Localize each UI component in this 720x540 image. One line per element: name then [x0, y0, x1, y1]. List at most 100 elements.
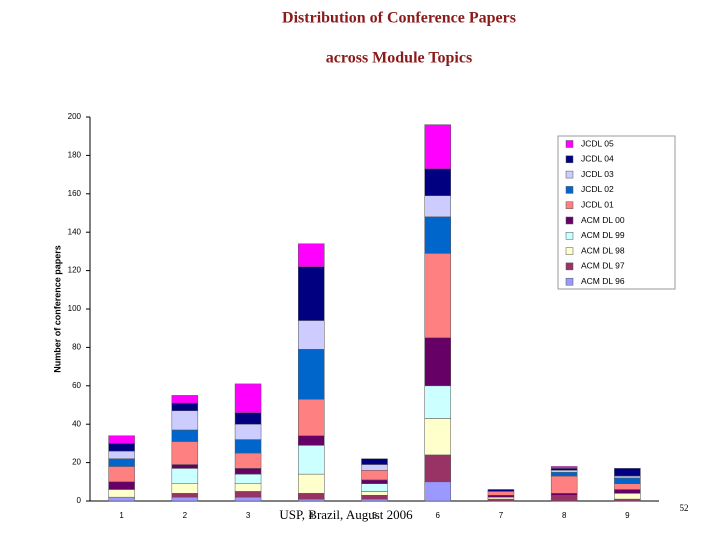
bar-segment — [487, 494, 515, 498]
bar-segment — [424, 418, 451, 456]
x-tick-label: 2 — [183, 511, 188, 520]
bar-segment — [171, 429, 199, 442]
legend-swatch — [565, 140, 574, 148]
bar-segment — [298, 493, 325, 500]
page-number: 52 — [680, 503, 689, 513]
legend-label: JCDL 01 — [581, 199, 614, 209]
y-tick-label: 120 — [68, 266, 82, 275]
bar-segment — [361, 464, 388, 471]
legend-swatch — [565, 232, 574, 240]
legend-swatch — [565, 201, 574, 209]
slide-title: Distribution of Conference Papers — [282, 10, 516, 27]
y-tick-label: 200 — [68, 112, 82, 121]
bar-segment — [171, 496, 199, 502]
bar-segment — [361, 470, 388, 481]
y-tick-label: 80 — [72, 343, 81, 352]
legend-label: ACM DL 98 — [581, 245, 625, 255]
legend-label: JCDL 04 — [581, 154, 614, 164]
bar-segment — [550, 471, 578, 477]
bar-segment — [424, 195, 451, 218]
bar-segment — [234, 468, 262, 475]
bar-segment — [424, 216, 451, 254]
x-tick-label: 5 — [372, 511, 377, 520]
legend-label: ACM DL 96 — [581, 276, 625, 286]
x-tick-label: 3 — [246, 511, 251, 520]
bar-segment — [424, 481, 451, 502]
bar-segment — [424, 385, 451, 419]
legend-swatch — [565, 216, 574, 225]
bar-segment — [298, 349, 325, 400]
legend-swatch — [565, 155, 574, 164]
bar-segment — [487, 498, 515, 502]
bar-segment — [234, 423, 262, 440]
bar-segment — [550, 475, 578, 494]
bar-segment — [171, 395, 199, 404]
bar-segment — [298, 498, 325, 502]
bar-segment — [614, 483, 641, 490]
y-axis-label: Number of conference papers — [52, 245, 62, 373]
legend-swatch — [565, 247, 574, 255]
bar-segment — [234, 491, 262, 498]
bar-segment — [550, 494, 578, 502]
bar-segment — [361, 479, 388, 484]
legend-label: ACM DL 97 — [581, 261, 625, 271]
footer: USP, Brazil, August 2006 — [279, 507, 413, 522]
bar-segment — [550, 466, 578, 469]
legend-box — [557, 135, 676, 290]
bar-segment — [614, 498, 641, 502]
y-tick-label: 100 — [68, 304, 82, 313]
bar-segment — [550, 493, 578, 496]
legend: ACM DL 96 ACM DL 97 ACM DL 98 ACM DL 99 ACM … — [565, 138, 625, 286]
x-tick-label: 6 — [435, 511, 440, 520]
legend-swatch — [565, 186, 574, 194]
bar-segment — [424, 253, 451, 339]
bar-segment — [171, 493, 199, 498]
bar-segment — [487, 491, 515, 496]
bar-segment — [234, 439, 262, 454]
bar-segment — [234, 412, 262, 425]
bar-segment — [361, 483, 388, 492]
bar-segment — [171, 410, 199, 431]
bar-segment — [234, 473, 262, 484]
legend-label: JCDL 05 — [581, 138, 614, 148]
bar-segment — [298, 320, 325, 350]
plot: 0 20 40 60 80 100 120 140 160 180 200 1 2 3 4 5 6 7 8 9 — [68, 112, 641, 520]
x-tick-label: 4 — [309, 511, 314, 520]
bar-segment — [298, 398, 325, 436]
bar-segment — [171, 441, 199, 465]
bar-segment — [234, 496, 262, 502]
bar-segment — [614, 468, 641, 477]
bar-segment — [108, 450, 135, 460]
bar-segment — [424, 124, 451, 170]
bar-segment — [361, 498, 388, 502]
bar-segment — [171, 468, 199, 484]
bar-segment — [614, 493, 641, 500]
bar-segment — [424, 337, 451, 387]
bar-segment — [234, 483, 262, 492]
x-tick-label: 7 — [499, 511, 504, 520]
y-tick-label: 40 — [72, 419, 81, 428]
legend-label: ACM DL 99 — [581, 230, 625, 240]
legend-swatch — [565, 170, 574, 179]
bar-segment — [108, 496, 135, 502]
bar-segment — [108, 458, 135, 467]
bar-segment — [298, 243, 325, 268]
bar-segment — [424, 454, 451, 483]
y-tick-label: 60 — [72, 381, 81, 390]
bar-segment — [361, 494, 388, 500]
bar-segment — [550, 470, 578, 473]
legend-label: JCDL 02 — [581, 184, 614, 194]
x-tick-label: 1 — [119, 511, 124, 520]
bar-segment — [234, 452, 262, 469]
bar-segment — [487, 496, 515, 500]
bar-segment — [614, 489, 641, 494]
y-tick-label: 180 — [68, 151, 82, 160]
bar-segment — [487, 489, 515, 492]
legend-swatch — [565, 277, 574, 286]
bar-segment — [298, 473, 325, 494]
bar-segment — [171, 464, 199, 469]
bar-segment — [298, 266, 325, 321]
bar-segment — [298, 435, 325, 446]
legend-swatch — [565, 262, 574, 271]
